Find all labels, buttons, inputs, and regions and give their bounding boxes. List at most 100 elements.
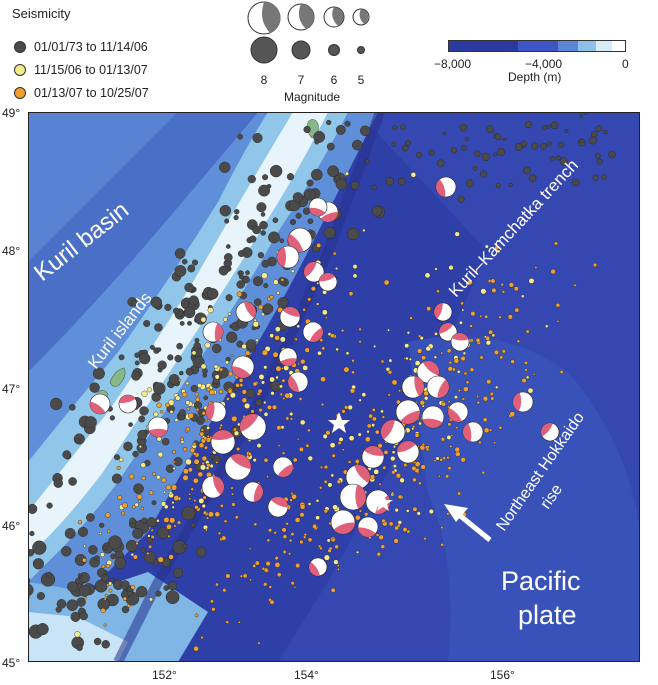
earthquake-dot bbox=[185, 400, 190, 405]
earthquake-dot bbox=[153, 411, 159, 417]
earthquake-dot bbox=[108, 535, 122, 550]
earthquake-dot bbox=[282, 451, 286, 455]
earthquake-dot bbox=[211, 607, 216, 612]
earthquake-dot bbox=[173, 524, 177, 528]
focal-mechanism bbox=[205, 401, 227, 423]
focal-mechanism bbox=[396, 440, 420, 464]
earthquake-dot bbox=[64, 527, 76, 539]
earthquake-dot bbox=[192, 451, 197, 456]
focal-mechanism bbox=[433, 302, 453, 322]
size-dot-mag6 bbox=[328, 44, 340, 56]
focal-mechanism bbox=[339, 483, 367, 511]
earthquake-dot bbox=[446, 456, 450, 460]
earthquake-dot bbox=[564, 129, 569, 133]
earthquake-dot bbox=[364, 436, 371, 443]
earthquake-dot bbox=[182, 543, 188, 549]
earthquake-dot bbox=[153, 382, 166, 395]
earthquake-dot bbox=[375, 533, 380, 537]
focal-mechanism bbox=[426, 375, 450, 399]
earthquake-dot bbox=[481, 152, 491, 161]
earthquake-dot bbox=[472, 165, 478, 171]
earthquake-dot bbox=[493, 349, 499, 355]
earthquake-dot bbox=[165, 402, 170, 408]
earthquake-dot bbox=[167, 534, 171, 538]
earthquake-dot bbox=[207, 307, 214, 314]
earthquake-dot bbox=[446, 512, 450, 516]
earthquake-dot bbox=[273, 531, 277, 535]
earthquake-dot bbox=[194, 337, 200, 343]
earthquake-dot bbox=[141, 390, 148, 397]
earthquake-dot bbox=[497, 148, 506, 157]
earthquake-dot bbox=[391, 141, 396, 147]
earthquake-dot bbox=[495, 183, 501, 189]
earthquake-dot bbox=[454, 395, 458, 399]
earthquake-dot bbox=[233, 427, 237, 432]
earthquake-dot bbox=[403, 356, 406, 360]
earthquake-dot bbox=[117, 495, 123, 500]
earthquake-dot bbox=[376, 552, 381, 557]
earthquake-dot bbox=[239, 574, 243, 578]
earthquake-dot bbox=[482, 417, 488, 423]
earthquake-dot bbox=[233, 208, 240, 215]
earthquake-dot bbox=[205, 516, 209, 520]
earthquake-dot bbox=[185, 458, 192, 466]
earthquake-dot bbox=[510, 359, 515, 364]
earthquake-dot bbox=[99, 522, 105, 528]
earthquake-dot bbox=[391, 470, 396, 475]
earthquake-dot bbox=[336, 567, 340, 571]
earthquake-dot bbox=[209, 454, 215, 460]
legend-dot-old bbox=[14, 41, 26, 53]
earthquake-dot bbox=[388, 521, 394, 527]
earthquake-dot bbox=[193, 342, 201, 350]
earthquake-dot bbox=[118, 354, 125, 361]
focal-mechanism bbox=[395, 399, 421, 425]
earthquake-dot bbox=[83, 596, 87, 600]
earthquake-dot bbox=[341, 329, 345, 333]
earthquake-dot bbox=[191, 259, 198, 266]
earthquake-dot bbox=[344, 405, 349, 410]
earthquake-dot bbox=[449, 444, 453, 448]
earthquake-dot bbox=[237, 250, 245, 258]
earthquake-dot bbox=[239, 383, 244, 387]
earthquake-dot bbox=[69, 403, 76, 411]
earthquake-dot bbox=[394, 508, 399, 513]
earthquake-dot bbox=[174, 265, 187, 277]
earthquake-dot bbox=[254, 560, 260, 566]
earthquake-dot bbox=[481, 470, 485, 475]
earthquake-dot bbox=[163, 490, 166, 494]
earthquake-dot bbox=[263, 400, 267, 405]
earthquake-dot bbox=[323, 479, 328, 484]
earthquake-dot bbox=[387, 370, 393, 375]
focal-mechanism bbox=[147, 416, 169, 438]
earthquake-dot bbox=[179, 370, 184, 376]
earthquake-dot bbox=[494, 245, 499, 251]
earthquake-dot bbox=[165, 484, 172, 491]
earthquake-dot bbox=[608, 150, 616, 159]
earthquake-dot bbox=[235, 382, 240, 388]
earthquake-dot bbox=[194, 613, 199, 618]
earthquake-dot bbox=[92, 367, 105, 380]
earthquake-dot bbox=[223, 253, 233, 262]
earthquake-dot bbox=[316, 242, 322, 248]
lon-tick-152: 152° bbox=[152, 668, 177, 682]
earthquake-dot bbox=[495, 133, 502, 140]
earthquake-dot bbox=[361, 392, 367, 398]
magnitude-label-7: 7 bbox=[297, 73, 305, 87]
earthquake-dot bbox=[496, 249, 501, 253]
earthquake-dot bbox=[200, 428, 204, 432]
earthquake-dot bbox=[210, 599, 214, 604]
earthquake-dot bbox=[111, 473, 122, 484]
earthquake-dot bbox=[55, 606, 62, 613]
earthquake-dot bbox=[299, 539, 304, 545]
earthquake-dot bbox=[490, 278, 496, 284]
earthquake-dot bbox=[315, 515, 320, 521]
earthquake-dot bbox=[88, 545, 98, 555]
earthquake-dot bbox=[211, 343, 222, 354]
earthquake-dot bbox=[393, 445, 397, 449]
earthquake-dot bbox=[402, 527, 408, 532]
earthquake-dot bbox=[383, 279, 390, 286]
focal-mechanism bbox=[267, 496, 289, 518]
earthquake-dot bbox=[174, 248, 186, 259]
earthquake-dot bbox=[266, 475, 269, 478]
